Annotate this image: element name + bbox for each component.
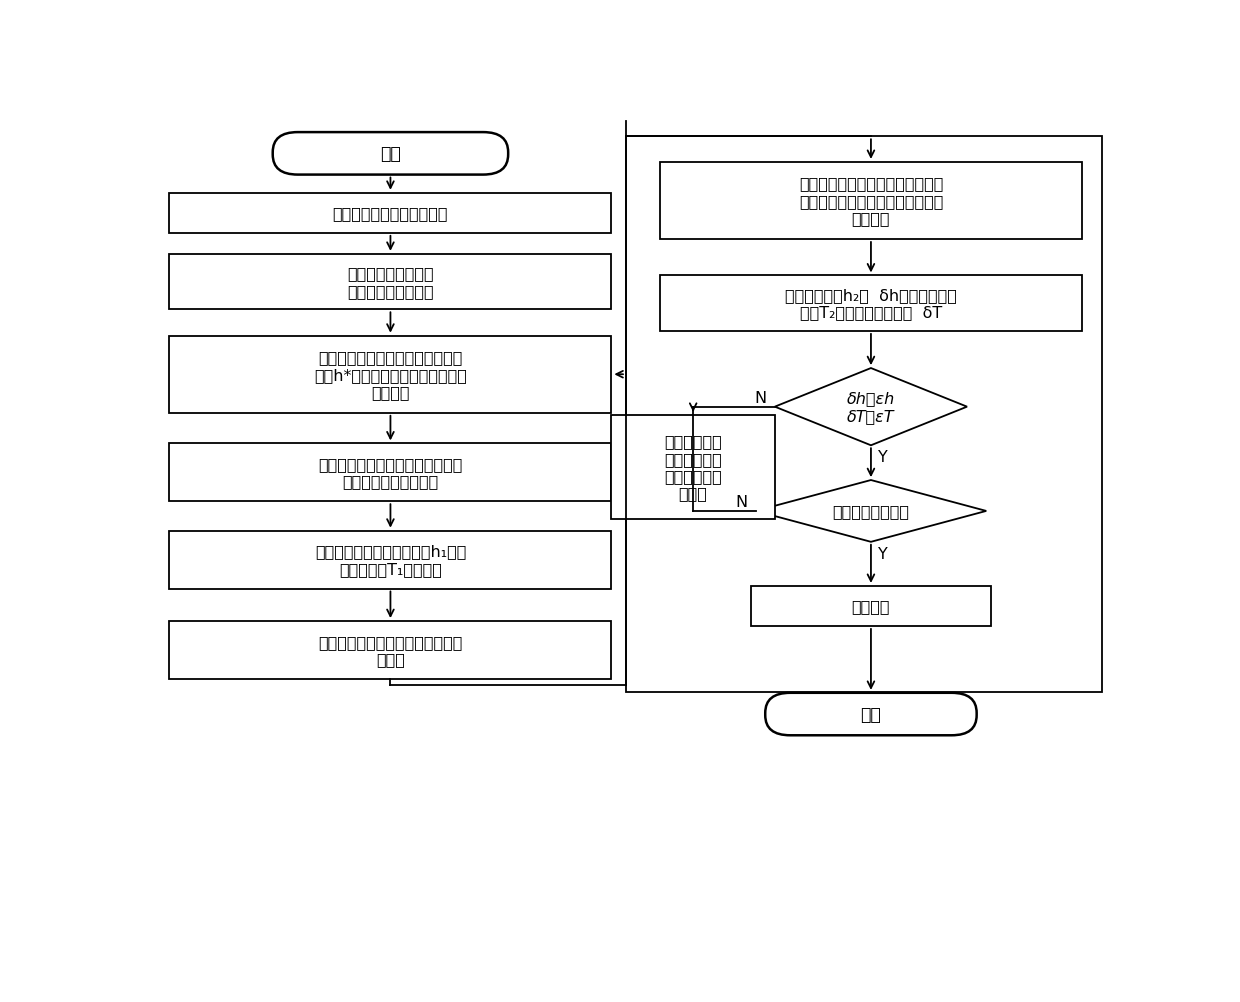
Text: 求解完成: 求解完成	[852, 599, 890, 614]
Text: 计算初始的静态平衡位置时的密封
间隙h*，并输入计算得到的初始的
温度分布: 计算初始的静态平衡位置时的密封 间隙h*，并输入计算得到的初始的 温度分布	[314, 350, 467, 400]
Text: Y: Y	[878, 546, 888, 561]
Text: 以控制电磁加
载装置电流实
现对密封静载
的控制: 以控制电磁加 载装置电流实 现对密封静载 的控制	[665, 434, 722, 501]
Bar	[170, 531, 611, 589]
Bar	[660, 162, 1083, 239]
Text: 是否达到振动要求: 是否达到振动要求	[832, 504, 909, 519]
Text: 计算处在密封闭合力作用、热效应
条件下的密封环变形量: 计算处在密封闭合力作用、热效应 条件下的密封环变形量	[319, 457, 463, 489]
Text: N: N	[735, 495, 748, 510]
Bar	[170, 444, 611, 502]
Bar	[626, 137, 1101, 692]
Text: 输入原始数据，设定初始值: 输入原始数据，设定初始值	[332, 206, 448, 221]
Text: 计算考虑变形下的密封间隙h₁和考
虑温粘下（T₁）的热量: 计算考虑变形下的密封间隙h₁和考 虑温粘下（T₁）的热量	[315, 544, 466, 576]
Text: N: N	[754, 391, 766, 406]
Polygon shape	[755, 481, 986, 542]
Bar	[170, 621, 611, 679]
Bar	[611, 416, 775, 519]
FancyBboxPatch shape	[765, 693, 977, 735]
Bar	[751, 586, 991, 626]
FancyBboxPatch shape	[273, 133, 508, 175]
Text: 计入上述温度分布，计算处在密封
闭合力作用、热效应条件下的密封
环变形量: 计入上述温度分布，计算处在密封 闭合力作用、热效应条件下的密封 环变形量	[799, 176, 944, 226]
Text: 计算初始的温度分布
（不考虑粘度变化）: 计算初始的温度分布 （不考虑粘度变化）	[347, 267, 434, 299]
Text: 计算密封间隙h₂，  δh和计算新的温
粘（T₂）因素下的热量，  δT: 计算密封间隙h₂， δh和计算新的温 粘（T₂）因素下的热量， δT	[785, 288, 957, 320]
Bar	[170, 337, 611, 414]
Bar	[660, 277, 1083, 332]
Text: 结束: 结束	[861, 705, 882, 723]
Text: 开始: 开始	[381, 145, 401, 163]
Polygon shape	[775, 369, 967, 446]
Text: 计算考虑温粘热量影响下的新的温
度分析: 计算考虑温粘热量影响下的新的温 度分析	[319, 634, 463, 666]
Bar	[170, 193, 611, 233]
Bar	[170, 255, 611, 310]
Text: δh＜εh
δT＜εT: δh＜εh δT＜εT	[847, 391, 895, 424]
Text: Y: Y	[878, 450, 888, 465]
